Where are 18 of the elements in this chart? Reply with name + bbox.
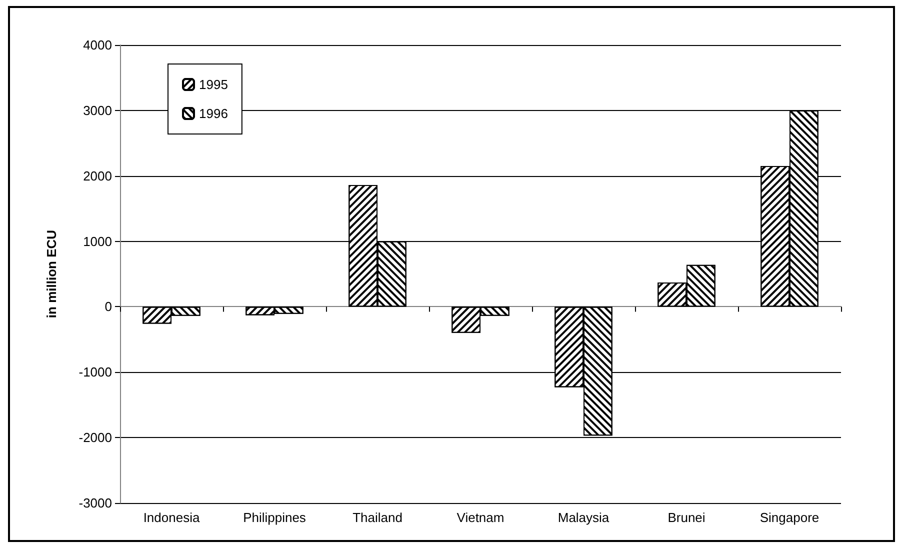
x-tick-label: Malaysia [558,510,610,525]
y-tick-label: -3000 [78,496,112,510]
y-tick-label: 1000 [83,234,112,249]
x-tick-label: Philippines [243,510,306,525]
x-tick-label: Thailand [352,510,402,525]
y-tick-label: 4000 [83,38,112,52]
legend-label: 1996 [199,106,228,121]
y-tick-label: 2000 [83,168,112,184]
y-tick-label: -1000 [78,364,112,380]
x-tick-label: Singapore [760,510,820,525]
y-tick-label: 0 [104,299,112,314]
y-tick-label: -2000 [78,430,112,446]
y-axis-title: in million ECU [44,230,59,318]
x-tick-label: Indonesia [143,510,200,525]
x-tick-label: Vietnam [456,510,504,525]
legend-label: 1995 [199,77,228,92]
x-tick-label: Brunei [668,510,706,525]
y-tick-label: 3000 [83,102,112,118]
